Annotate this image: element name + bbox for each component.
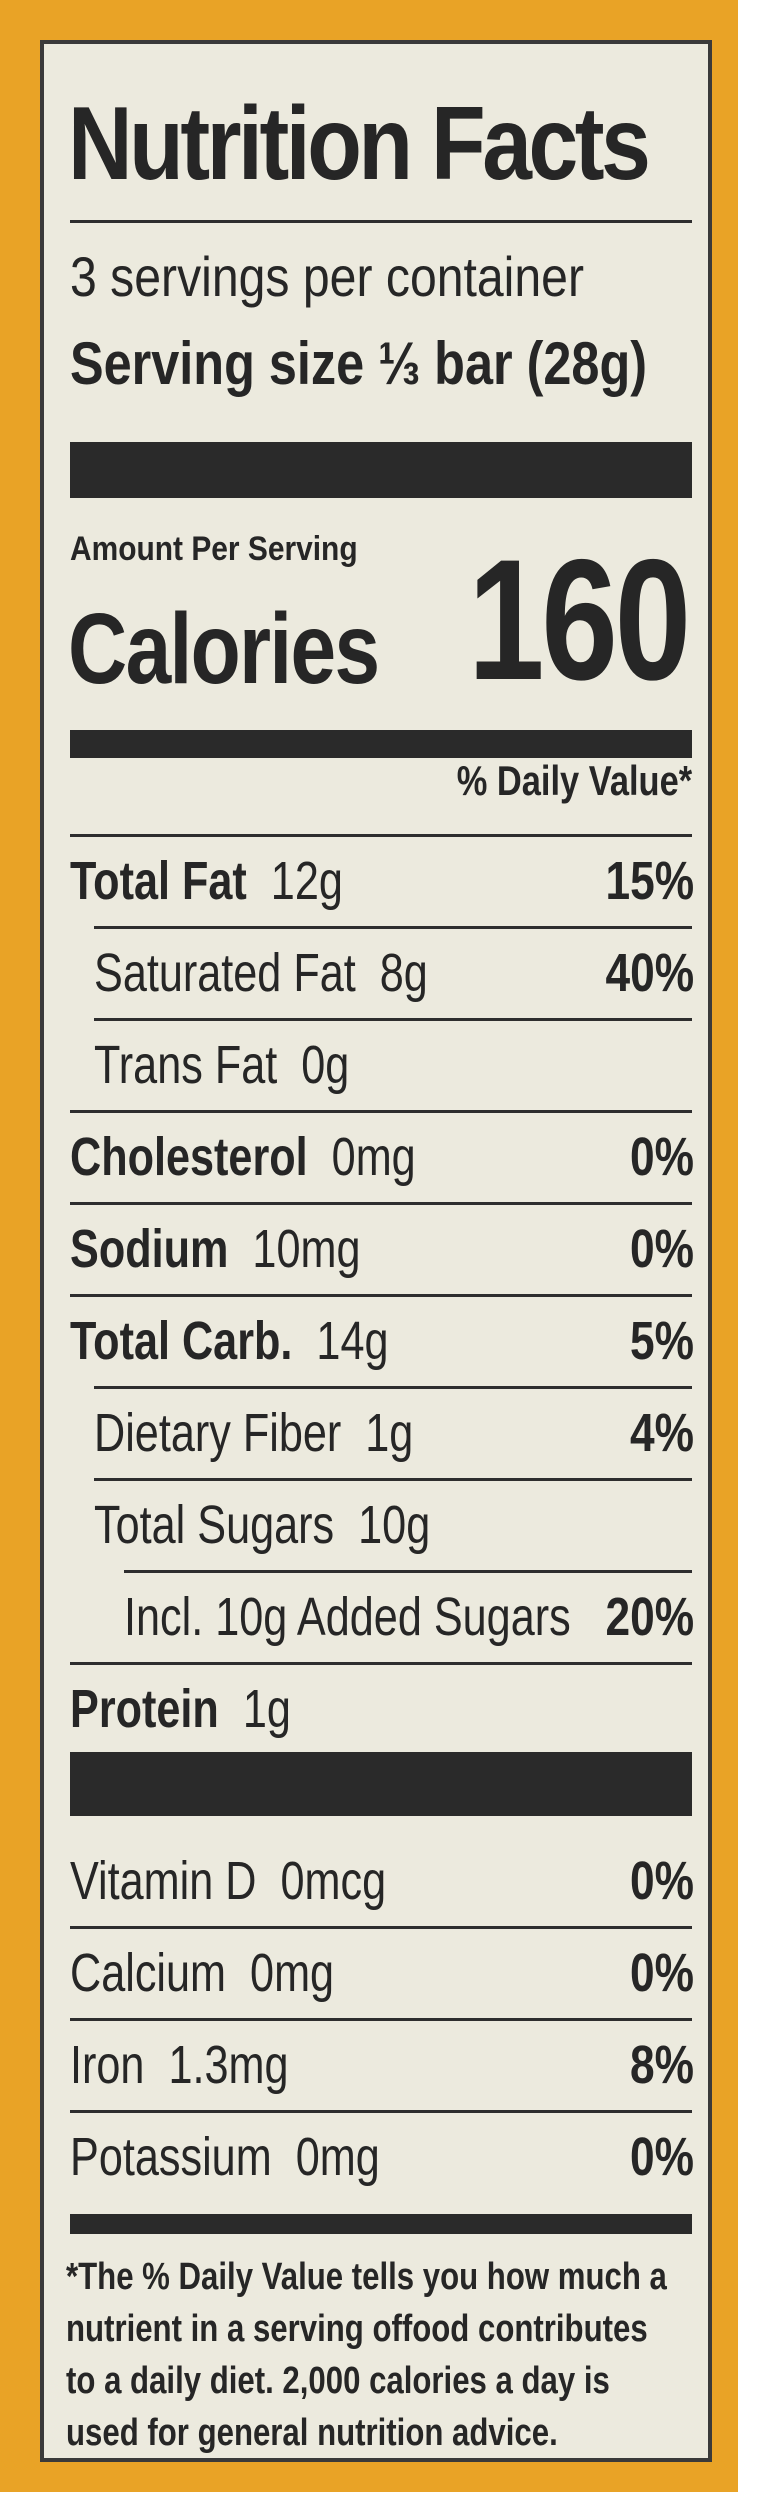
nutrient-row: Sodium 10mg 0%: [44, 1202, 708, 1292]
nutrient-amount: 10g: [358, 1495, 431, 1555]
nutrient-label: Incl. 10g Added Sugars: [124, 1590, 571, 1644]
nutrient-label: Dietary Fiber 1g: [94, 1406, 413, 1460]
vitamin-row: Iron 1.3mg 8%: [44, 2018, 708, 2108]
amount-per-serving-label: Amount Per Serving: [70, 530, 358, 568]
row-divider: [70, 834, 692, 837]
nutrient-row: Total Carb. 14g 5%: [44, 1294, 708, 1384]
vitamin-amount: 0mg: [250, 1943, 335, 2003]
nutrition-facts-title: Nutrition Facts: [68, 86, 651, 202]
footnote-line: to a daily diet. 2,000 calories a day is: [66, 2360, 610, 2402]
thick-divider-top: [70, 442, 692, 498]
footnote-line: nutrient in a serving offood contributes: [66, 2308, 648, 2350]
nutrient-row: Trans Fat 0g: [44, 1018, 708, 1108]
nutrient-name: Total Sugars: [94, 1495, 335, 1555]
nutrient-name: Dietary Fiber: [94, 1403, 342, 1463]
nutrient-name: Total Fat: [70, 851, 247, 911]
row-divider: [94, 1018, 692, 1021]
vitamin-amount: 0mg: [295, 2127, 380, 2187]
nutrient-amount: 10mg: [252, 1219, 361, 1279]
nutrient-label: Saturated Fat 8g: [94, 946, 428, 1000]
vitamin-name: Calcium: [70, 1943, 227, 2003]
nutrient-name: Total Carb.: [70, 1311, 293, 1371]
title-divider: [70, 220, 692, 223]
vitamin-row: Vitamin D 0mcg 0%: [44, 1834, 708, 1924]
daily-value-header: % Daily Value*: [456, 757, 692, 804]
row-divider: [70, 1110, 692, 1113]
nutrient-daily-value: 0%: [630, 1127, 694, 1187]
vitamin-name: Potassium: [70, 2127, 272, 2187]
vitamin-row: Calcium 0mg 0%: [44, 1926, 708, 2016]
row-divider: [124, 1570, 692, 1573]
row-divider: [70, 1294, 692, 1297]
nutrient-amount: 0g: [301, 1035, 350, 1095]
nutrient-row: Incl. 10g Added Sugars 20%: [44, 1570, 708, 1660]
nutrient-label: Total Fat 12g: [70, 854, 343, 908]
nutrient-amount: 1g: [242, 1679, 291, 1739]
vitamin-label: Potassium 0mg: [70, 2130, 380, 2184]
nutrient-row: Cholesterol 0mg 0%: [44, 1110, 708, 1200]
nutrient-amount: 12g: [270, 851, 343, 911]
vitamin-label: Vitamin D 0mcg: [70, 1854, 386, 1908]
vitamin-amount: 1.3mg: [168, 2035, 289, 2095]
footnote-line: used for general nutrition advice.: [66, 2412, 558, 2454]
row-divider: [70, 2110, 692, 2113]
row-divider: [70, 2018, 692, 2021]
servings-per-container: 3 servings per container: [70, 245, 584, 308]
nutrient-daily-value: 4%: [630, 1403, 694, 1463]
nutrient-name: Incl. 10g Added Sugars: [124, 1587, 571, 1647]
row-divider: [94, 1386, 692, 1389]
vitamin-name: Iron: [70, 2035, 145, 2095]
nutrient-row: Total Fat 12g 15%: [44, 834, 708, 924]
nutrient-amount: 0mg: [331, 1127, 416, 1187]
nutrient-row: Protein 1g: [44, 1662, 708, 1752]
nutrient-daily-value: 40%: [605, 943, 694, 1003]
nutrient-label: Total Sugars 10g: [94, 1498, 430, 1552]
nutrient-name: Cholesterol: [70, 1127, 308, 1187]
nutrient-label: Total Carb. 14g: [70, 1314, 389, 1368]
vitamin-label: Iron 1.3mg: [70, 2038, 289, 2092]
nutrient-daily-value: 20%: [605, 1587, 694, 1647]
vitamin-daily-value: 0%: [630, 2127, 694, 2187]
nutrient-label: Protein 1g: [70, 1682, 291, 1736]
row-divider: [70, 1926, 692, 1929]
daily-value-footnote: *The % Daily Value tells you how much a …: [66, 2251, 689, 2458]
row-divider: [94, 926, 692, 929]
nutrient-name: Saturated Fat: [94, 943, 356, 1003]
nutrient-row: Saturated Fat 8g 40%: [44, 926, 708, 1016]
nutrient-name: Protein: [70, 1679, 219, 1739]
thick-divider-vitamins: [70, 1752, 692, 1816]
vitamin-label: Calcium 0mg: [70, 1946, 334, 2000]
calories-value: 160: [468, 524, 691, 716]
nutrient-amount: 8g: [379, 943, 428, 1003]
nutrient-daily-value: 5%: [630, 1311, 694, 1371]
vitamin-daily-value: 0%: [630, 1851, 694, 1911]
nutrient-daily-value: 0%: [630, 1219, 694, 1279]
serving-size: Serving size ⅓ bar (28g): [70, 330, 648, 397]
footnote-line: *The % Daily Value tells you how much a: [66, 2256, 667, 2298]
nutrient-label: Sodium 10mg: [70, 1222, 360, 1276]
row-divider: [94, 1478, 692, 1481]
calories-label: Calories: [68, 593, 380, 705]
thick-divider-calories: [70, 730, 692, 758]
vitamin-name: Vitamin D: [70, 1851, 257, 1911]
nutrient-label: Trans Fat 0g: [94, 1038, 349, 1092]
vitamin-daily-value: 0%: [630, 1943, 694, 2003]
nutrient-amount: 14g: [316, 1311, 389, 1371]
vitamin-daily-value: 8%: [630, 2035, 694, 2095]
row-divider: [70, 1202, 692, 1205]
vitamin-amount: 0mcg: [280, 1851, 387, 1911]
thick-divider-footnote: [70, 2214, 692, 2234]
row-divider: [70, 1662, 692, 1665]
nutrient-name: Sodium: [70, 1219, 229, 1279]
vitamin-row: Potassium 0mg 0%: [44, 2110, 708, 2200]
nutrient-name: Trans Fat: [94, 1035, 278, 1095]
nutrient-row: Total Sugars 10g: [44, 1478, 708, 1568]
nutrient-row: Dietary Fiber 1g 4%: [44, 1386, 708, 1476]
nutrient-amount: 1g: [365, 1403, 414, 1463]
nutrient-daily-value: 15%: [605, 851, 694, 911]
nutrient-label: Cholesterol 0mg: [70, 1130, 416, 1184]
nutrition-facts-panel: Nutrition Facts 3 servings per container…: [40, 40, 712, 2462]
